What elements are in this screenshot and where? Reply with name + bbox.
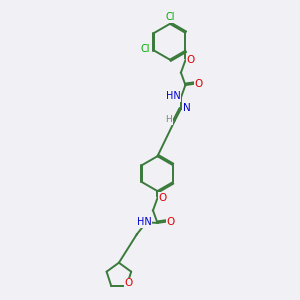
Text: O: O (159, 193, 167, 202)
Text: Cl: Cl (140, 44, 150, 55)
Text: N: N (183, 103, 191, 113)
Text: HN: HN (166, 92, 180, 101)
Text: O: O (187, 55, 195, 65)
Text: HN: HN (137, 218, 152, 227)
Text: O: O (167, 217, 175, 227)
Text: O: O (125, 278, 133, 288)
Text: O: O (194, 79, 203, 89)
Text: H: H (165, 115, 172, 124)
Text: Cl: Cl (166, 12, 175, 22)
